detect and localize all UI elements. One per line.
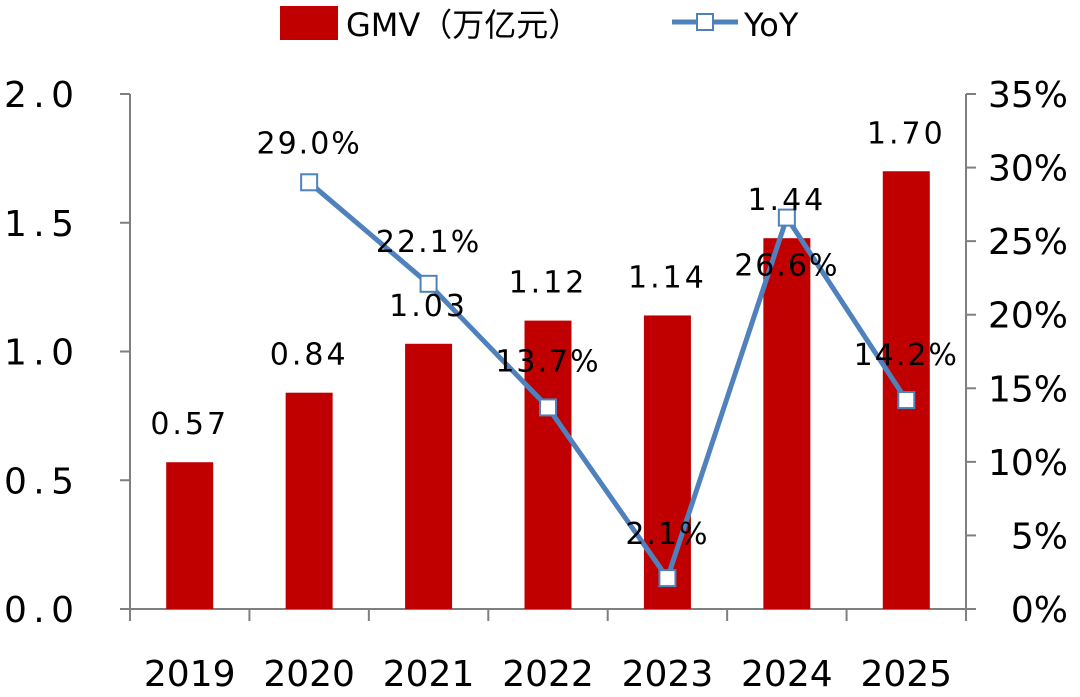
right-tick-label: 20% [988,296,1068,337]
right-tick-label: 15% [988,369,1068,410]
yoy-marker [897,391,916,410]
legend-gmv-swatch [280,6,338,40]
yoy-marker [777,208,796,227]
gmv-value-label: 1.03 [389,289,468,324]
yoy-marker [658,569,677,588]
right-tick-label: 35% [988,75,1068,116]
legend-yoy-label: YoY [743,6,799,44]
gmv-bar [524,320,572,609]
x-tick-label: 2023 [622,654,714,695]
data-labels: 0.57 0.84 1.03 1.12 1.14 1.44 1.70 29.0% 22.1% 13… [150,116,959,552]
left-tick-label: 2.0 [4,75,74,116]
left-tick-label: 1.0 [4,333,74,374]
gmv-bar [166,462,214,609]
left-tick-label: 1.5 [4,204,74,245]
x-tick-label: 2025 [860,654,952,695]
left-tick-label: 0.0 [4,590,74,631]
yoy-value-label: 22.1% [376,225,481,260]
gmv-bar [763,238,811,609]
gmv-value-label: 1.70 [867,116,946,151]
yoy-value-label: 14.2% [854,338,959,373]
gmv-value-label: 1.44 [747,183,826,218]
gmv-bar [285,392,333,609]
gmv-bar [405,343,453,609]
right-tick-label: 10% [988,443,1068,484]
right-tick-label: 25% [988,222,1068,263]
legend-yoy-marker [696,13,714,31]
gmv-value-label: 1.14 [628,260,707,295]
legend-gmv-label: GMV（万亿元） [346,6,580,44]
gmv-value-label: 0.84 [270,338,349,373]
gmv-value-label: 1.12 [509,266,588,301]
axes: 0.0 0.5 1.0 1.5 2.0 0% 5% 10% 15% 20% 25% 30% 35% 201… [4,75,1068,695]
left-tick-label: 0.5 [4,461,74,502]
bars [166,171,930,609]
yoy-value-label: 13.7% [495,344,600,379]
right-tick-label: 30% [988,149,1068,190]
yoy-value-label: 29.0% [256,126,361,161]
x-tick-label: 2022 [502,654,594,695]
gmv-bar [643,315,691,609]
right-tick-label: 5% [1011,516,1068,557]
yoy-value-label: 26.6% [734,249,839,284]
yoy-marker [419,274,438,293]
legend: GMV（万亿元） YoY [280,6,799,44]
yoy-marker [300,173,319,192]
right-tick-label: 0% [1011,590,1068,631]
gmv-value-label: 0.57 [150,407,229,442]
x-tick-label: 2020 [263,654,355,695]
yoy-line-series [300,173,916,588]
x-tick-label: 2021 [383,654,475,695]
yoy-value-label: 2.1% [625,517,709,552]
yoy-marker [539,398,557,417]
gmv-bar [882,171,930,609]
x-tick-label: 2024 [741,654,833,695]
yoy-line [307,180,909,581]
x-tick-label: 2019 [144,654,236,695]
